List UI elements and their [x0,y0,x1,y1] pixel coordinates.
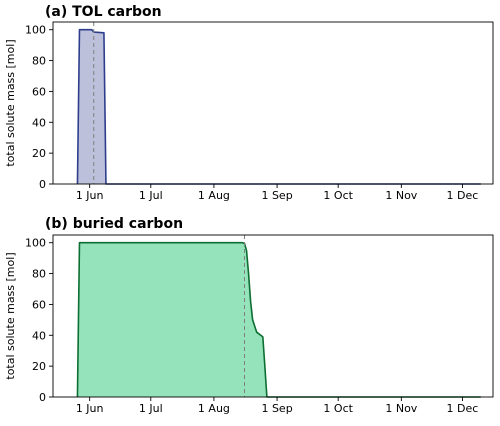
y-tick-label: 40 [32,116,46,129]
y-tick-label: 20 [32,147,46,160]
y-tick-label: 60 [32,298,46,311]
panel-b: (b) buried carbon total solute mass [mol]… [4,216,494,415]
axes-frame [52,21,494,185]
y-tick-label: 20 [32,360,46,373]
series-area [77,242,481,397]
y-tick-label: 60 [32,85,46,98]
x-tick-label: 1 Jun [76,189,104,202]
x-tick-label: 1 Dec [447,189,479,202]
y-tick-label: 0 [39,178,46,191]
panel-a: (a) TOL carbon total solute mass [mol] 0 20… [4,4,494,202]
panel-title: (b) buried carbon [45,216,183,232]
x-tick-label: 1 Jul [139,402,163,415]
x-tick-label: 1 Aug [198,189,230,202]
y-tick-label: 80 [32,55,46,68]
x-tick-label: 1 Nov [385,402,417,415]
x-tick-label: 1 Jun [76,402,104,415]
y-axis-label: total solute mass [mol] [4,39,17,166]
y-tick-label: 100 [25,237,46,250]
x-tick-label: 1 Sep [261,189,292,202]
axes-frame [52,234,494,398]
x-tick-label: 1 Nov [385,189,417,202]
x-tick-label: 1 Dec [447,402,479,415]
panel-title: (a) TOL carbon [45,4,162,20]
series-area [77,29,481,185]
series-line [76,28,481,185]
y-tick-label: 0 [39,391,46,404]
x-tick-label: 1 Aug [198,402,230,415]
y-tick-label: 40 [32,329,46,342]
series-line [76,241,481,398]
y-axis-label: total solute mass [mol] [4,252,17,379]
x-tick-label: 1 Sep [261,402,292,415]
y-tick-label: 100 [25,24,46,37]
x-tick-label: 1 Oct [323,402,353,415]
x-tick-label: 1 Oct [323,189,353,202]
y-tick-label: 80 [32,268,46,281]
x-tick-label: 1 Jul [139,189,163,202]
